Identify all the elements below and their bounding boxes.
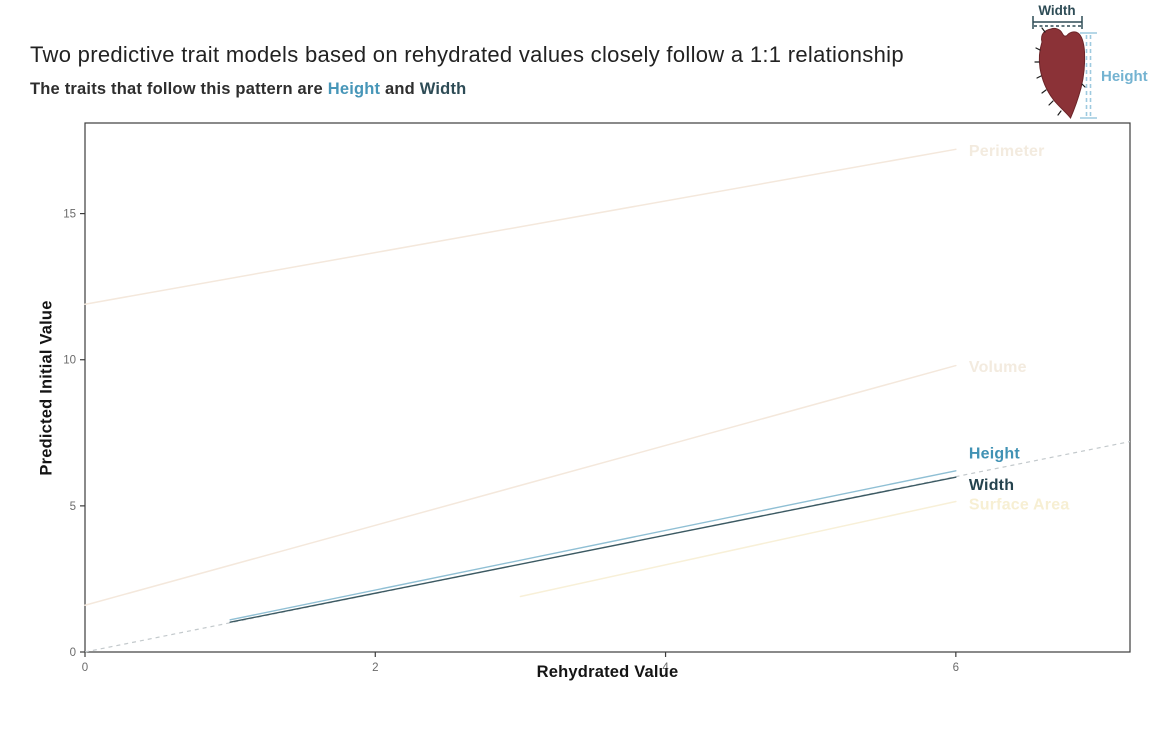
series-label-height: Height [969,445,1020,462]
x-tick-label-2: 2 [372,662,378,674]
series-label-perimeter: Perimeter [969,143,1045,160]
width-measure-bracket [1032,16,1083,29]
subtitle-trait-width: Width [419,80,467,98]
chart-title: Two predictive trait models based on reh… [30,42,904,67]
series-label-surface-area: Surface Area [969,496,1070,513]
series-line-width [229,476,957,623]
series-line-volume [84,364,957,606]
subtitle-connector: and [380,80,420,98]
seed-shape [1038,27,1086,119]
y-tick-label-5: 5 [70,501,76,513]
seed-width-label: Width [1038,3,1075,18]
x-tick-label-0: 0 [82,662,88,674]
series-line-height [229,470,957,621]
series-line-perimeter [84,148,957,305]
series-label-volume: Volume [969,359,1027,376]
y-tick-label-10: 10 [63,355,76,367]
seed-illustration: Width Height [1032,3,1148,119]
series-line-surface-area [519,500,957,598]
x-axis-title: Rehydrated Value [536,663,679,681]
seed-height-label: Height [1101,68,1148,85]
x-tick-label-6: 6 [953,662,959,674]
y-axis-title: Predicted Initial Value [37,300,56,476]
subtitle-trait-height: Height [327,80,381,98]
subtitle-prefix: The traits that follow this pattern are [30,80,328,98]
x-tick-label-4: 4 [662,662,669,674]
y-tick-label-15: 15 [63,209,76,221]
chart-subtitle: The traits that follow this pattern are … [30,80,466,99]
y-tick-label-0: 0 [70,647,76,659]
series-label-width: Width [969,477,1014,494]
seed-spikes [1034,27,1086,116]
plot-panel [84,122,1131,653]
height-measure [1080,32,1097,119]
